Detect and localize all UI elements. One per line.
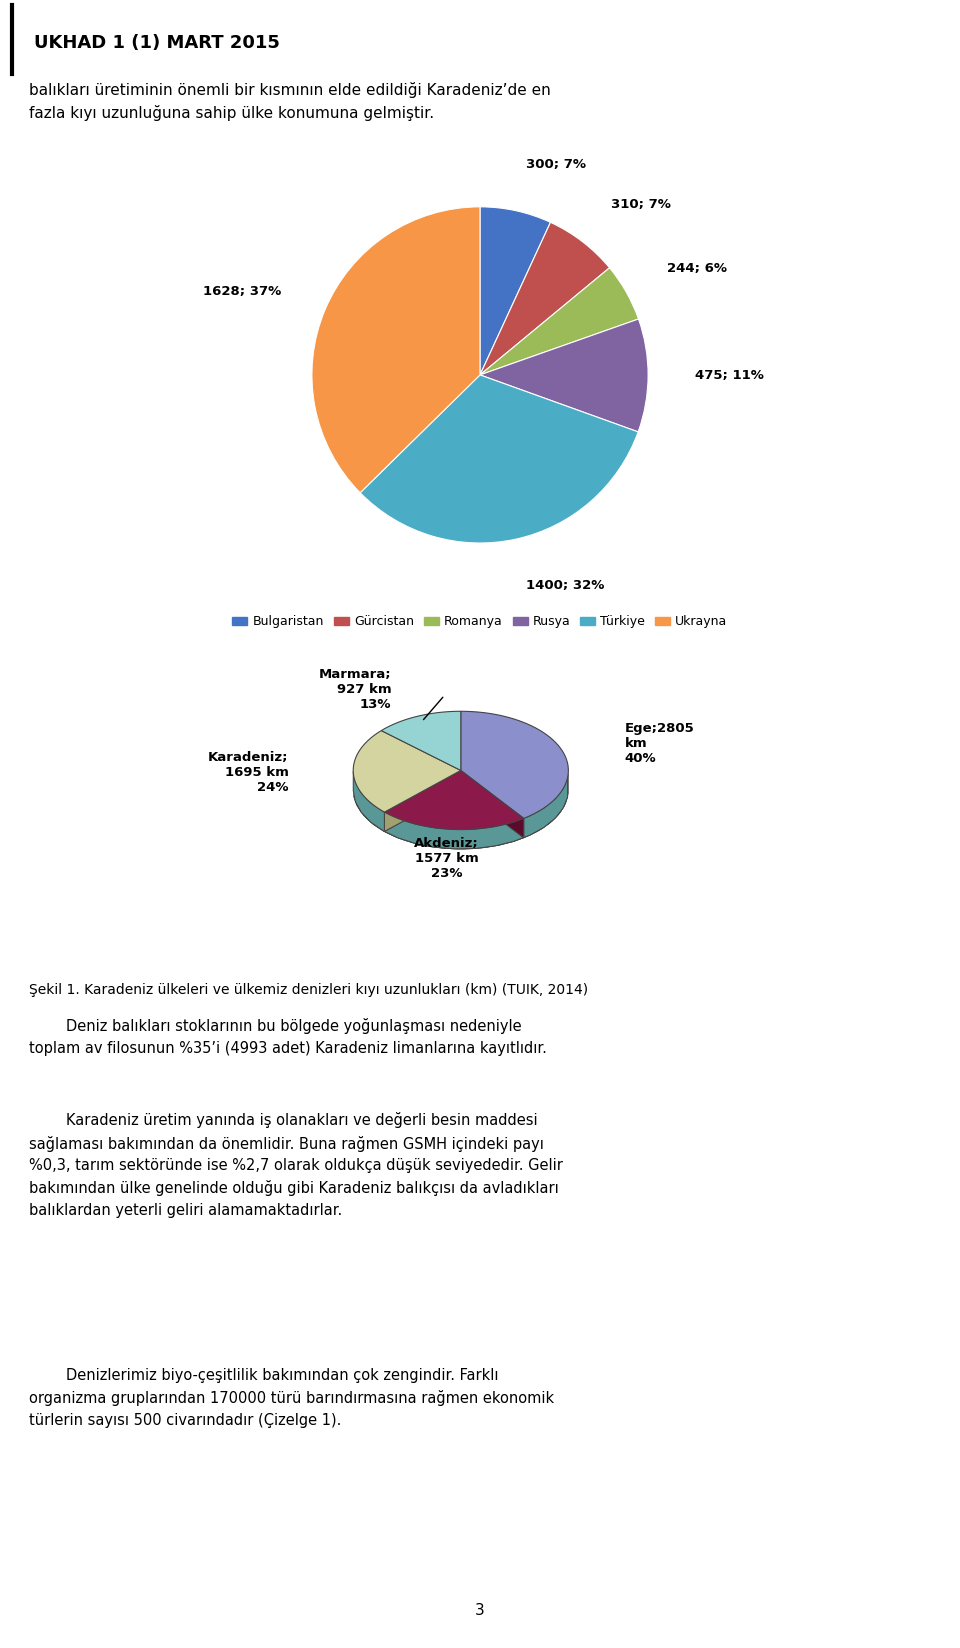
Polygon shape [384, 771, 461, 832]
PathPatch shape [384, 771, 524, 829]
Text: Ege;2805
km
40%: Ege;2805 km 40% [625, 722, 694, 765]
PathPatch shape [353, 730, 461, 812]
Wedge shape [480, 320, 648, 432]
Text: 475; 11%: 475; 11% [695, 369, 764, 382]
Polygon shape [353, 771, 567, 849]
Text: 1400; 32%: 1400; 32% [526, 578, 605, 592]
Text: Denizlerimiz biyo-çeşitlilik bakımından çok zengindir. Farklı
organizma grupları: Denizlerimiz biyo-çeşitlilik bakımından … [29, 1368, 554, 1427]
Wedge shape [360, 376, 638, 542]
Text: balıkları üretiminin önemli bir kısmının elde edildiği Karadeniz’de en
fazla kıy: balıkları üretiminin önemli bir kısmının… [29, 82, 550, 120]
Legend: Bulgaristan, Gürcistan, Romanya, Rusya, Türkiye, Ukrayna: Bulgaristan, Gürcistan, Romanya, Rusya, … [228, 610, 732, 633]
Text: Akdeniz;
1577 km
23%: Akdeniz; 1577 km 23% [415, 837, 479, 880]
Text: Marmara;
927 km
13%: Marmara; 927 km 13% [319, 667, 392, 710]
PathPatch shape [461, 712, 568, 819]
Text: Karadeniz üretim yanında iş olanakları ve değerli besin maddesi
sağlaması bakımı: Karadeniz üretim yanında iş olanakları v… [29, 1112, 563, 1218]
Polygon shape [461, 771, 524, 837]
Wedge shape [312, 208, 480, 493]
Text: 244; 6%: 244; 6% [667, 262, 728, 275]
Text: Deniz balıkları stoklarının bu bölgede yoğunlaşması nedeniyle
toplam av filosunu: Deniz balıkları stoklarının bu bölgede y… [29, 1018, 546, 1056]
Text: 310; 7%: 310; 7% [612, 198, 671, 211]
Polygon shape [461, 771, 524, 837]
PathPatch shape [381, 712, 461, 771]
Polygon shape [354, 776, 567, 837]
Text: 1628; 37%: 1628; 37% [204, 285, 281, 298]
Polygon shape [384, 771, 461, 832]
Text: Şekil 1. Karadeniz ülkeleri ve ülkemiz denizleri kıyı uzunlukları (km) (TUIK, 20: Şekil 1. Karadeniz ülkeleri ve ülkemiz d… [29, 984, 588, 997]
Text: 300; 7%: 300; 7% [526, 158, 587, 171]
Wedge shape [480, 208, 550, 376]
Text: UKHAD 1 (1) MART 2015: UKHAD 1 (1) MART 2015 [34, 35, 279, 53]
Polygon shape [354, 778, 524, 849]
Wedge shape [480, 267, 638, 376]
Text: Karadeniz;
1695 km
24%: Karadeniz; 1695 km 24% [208, 751, 289, 794]
Text: 3: 3 [475, 1604, 485, 1618]
Wedge shape [480, 222, 610, 376]
Polygon shape [384, 775, 568, 849]
